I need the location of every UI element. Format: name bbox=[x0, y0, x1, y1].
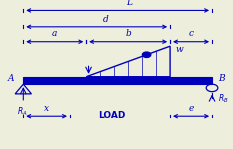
Circle shape bbox=[142, 52, 151, 57]
Text: B: B bbox=[218, 74, 224, 83]
Text: e: e bbox=[188, 104, 194, 113]
Text: c: c bbox=[188, 30, 194, 38]
Text: x: x bbox=[44, 104, 49, 113]
Bar bbox=[23, 77, 212, 84]
Text: a: a bbox=[52, 30, 58, 38]
Text: A: A bbox=[7, 74, 14, 83]
Text: $R_A$: $R_A$ bbox=[17, 106, 27, 118]
Text: d: d bbox=[103, 15, 109, 24]
Text: LOAD: LOAD bbox=[98, 111, 126, 120]
Text: L: L bbox=[126, 0, 132, 7]
Text: w: w bbox=[175, 45, 183, 54]
Text: b: b bbox=[125, 30, 131, 38]
Text: $R_B$: $R_B$ bbox=[218, 92, 229, 105]
